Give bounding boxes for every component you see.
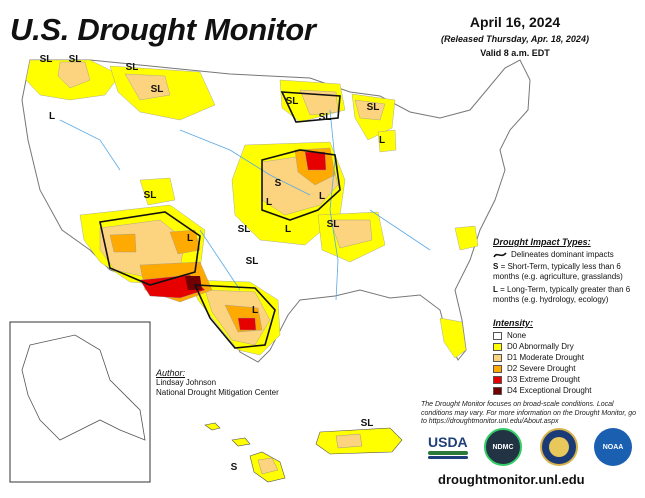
rivers <box>59 109 431 301</box>
impact-line-desc: Delineates dominant impacts <box>511 250 614 259</box>
short-term-key: S <box>493 262 499 271</box>
impact-label: SL <box>319 112 332 123</box>
intensity-title: Intensity: <box>493 318 534 328</box>
author-block: Author: Lindsay Johnson National Drought… <box>156 368 279 398</box>
intensity-item: D3 Extreme Drought <box>493 374 643 385</box>
impact-label: S <box>231 462 238 473</box>
intensity-label: D2 Severe Drought <box>507 364 576 373</box>
impact-label: SL <box>286 96 299 107</box>
impact-label: L <box>49 111 55 122</box>
short-term-desc: = Short-Term, typically less than 6 mont… <box>493 262 623 281</box>
alaska-shape <box>21 334 146 441</box>
impact-label: SL <box>151 84 164 95</box>
impact-types-title: Drought Impact Types: <box>493 237 591 247</box>
hawaii-shape <box>204 422 286 483</box>
impact-label: SL <box>69 54 82 65</box>
impact-label: SL <box>238 224 251 235</box>
date-block: April 16, 2024 (Released Thursday, Apr. … <box>420 14 610 58</box>
impact-label: SL <box>327 219 340 230</box>
long-term-key: L <box>493 285 498 294</box>
intensity-swatch <box>493 331 502 340</box>
intensity-swatch <box>493 375 502 384</box>
short-term-row: S = Short-Term, typically less than 6 mo… <box>493 262 643 282</box>
author-label: Author: <box>156 368 186 378</box>
intensity-swatch <box>493 364 502 373</box>
impact-types-legend: Drought Impact Types: Delineates dominan… <box>493 237 643 305</box>
impact-label: SL <box>361 418 374 429</box>
valid-time: Valid 8 a.m. EDT <box>480 48 550 58</box>
release-date: (Released Thursday, Apr. 18, 2024) <box>441 34 589 44</box>
intensity-swatch <box>493 353 502 362</box>
puerto-rico-d1 <box>335 433 363 449</box>
logos-row: USDA NDMC NOAA <box>428 428 638 468</box>
noaa-logo: NOAA <box>594 428 632 466</box>
intensity-item: D0 Abnormally Dry <box>493 341 643 352</box>
impact-label: S <box>275 178 282 189</box>
intensity-item: None <box>493 330 643 341</box>
author-name: Lindsay Johnson <box>156 378 217 387</box>
hawaii-d1 <box>257 457 279 475</box>
intensity-label: None <box>507 331 527 340</box>
commerce-seal-icon <box>540 428 578 466</box>
impact-label: L <box>285 224 291 235</box>
ndmc-logo: NDMC <box>484 428 522 466</box>
impact-lines <box>99 91 341 349</box>
intensity-swatch <box>493 342 502 351</box>
intensity-items: None D0 Abnormally Dry D1 Moderate Drought… <box>493 330 643 396</box>
impact-label: SL <box>126 62 139 73</box>
intensity-item: D2 Severe Drought <box>493 363 643 374</box>
intensity-item: D4 Exceptional Drought <box>493 385 643 396</box>
impact-label: L <box>187 233 193 244</box>
impact-label: SL <box>144 190 157 201</box>
intensity-label: D0 Abnormally Dry <box>507 342 574 351</box>
impact-label: L <box>379 135 385 146</box>
intensity-label: D1 Moderate Drought <box>507 353 584 362</box>
long-term-row: L = Long-Term, typically greater than 6 … <box>493 285 643 305</box>
impact-label: SL <box>367 102 380 113</box>
impact-line-icon <box>493 251 507 257</box>
website-url: droughtmonitor.unl.edu <box>438 472 585 487</box>
impact-label: L <box>252 305 258 316</box>
impact-label: L <box>319 191 325 202</box>
intensity-label: D4 Exceptional Drought <box>507 386 592 395</box>
impact-label: SL <box>40 54 53 65</box>
d4-areas <box>185 276 202 290</box>
map-date: April 16, 2024 <box>469 14 561 30</box>
impact-label: L <box>266 197 272 208</box>
impact-line-row: Delineates dominant impacts <box>493 250 643 259</box>
ndmc-logo-text: NDMC <box>492 443 514 451</box>
long-term-desc: = Long-Term, typically greater than 6 mo… <box>493 285 631 304</box>
noaa-logo-text: NOAA <box>602 443 624 451</box>
intensity-label: D3 Extreme Drought <box>507 375 580 384</box>
author-org: National Drought Mitigation Center <box>156 388 279 397</box>
intensity-swatch <box>493 386 502 395</box>
usda-logo-text: USDA <box>428 434 468 450</box>
intensity-item: D1 Moderate Drought <box>493 352 643 363</box>
page-title: U.S. Drought Monitor <box>10 12 316 47</box>
impact-label: SL <box>246 256 259 267</box>
intensity-legend: Intensity: None D0 Abnormally Dry D1 Moder… <box>493 318 643 396</box>
usda-logo: USDA <box>428 434 468 460</box>
disclaimer-note: The Drought Monitor focuses on broad-sca… <box>421 401 637 425</box>
